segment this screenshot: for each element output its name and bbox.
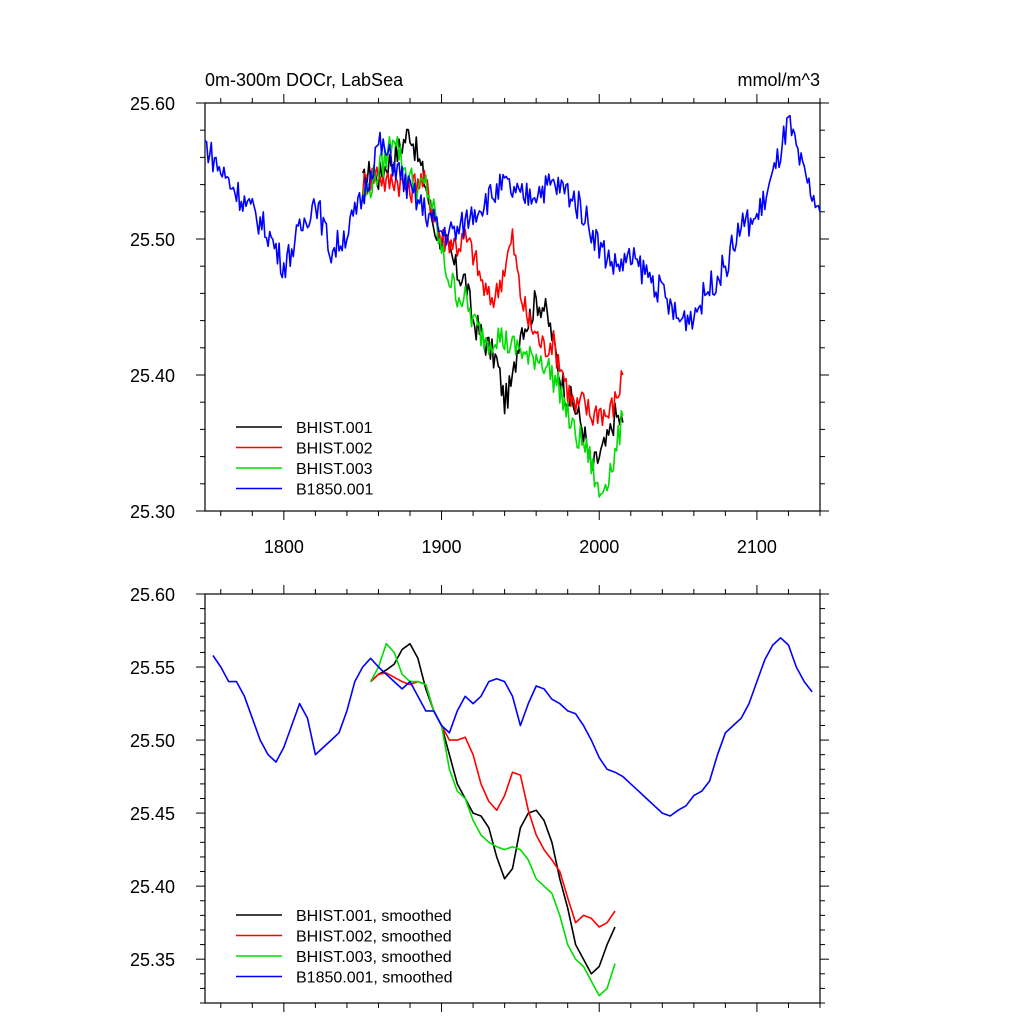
series-line-b1850-001-smoothed: [212, 637, 813, 817]
chart-title: 0m-300m DOCr, LabSea: [205, 70, 404, 90]
series-line-bhist-002: [361, 166, 624, 427]
legend-label: BHIST.001: [296, 420, 373, 437]
legend-label: BHIST.002, smoothed: [296, 929, 452, 946]
series-line-bhist-003: [361, 135, 624, 498]
series-line-bhist-003-smoothed: [369, 642, 616, 997]
series-line-bhist-001: [361, 128, 624, 471]
legend-label: BHIST.003: [296, 461, 373, 478]
y-tick-label: 25.50: [130, 230, 175, 250]
y-tick-label: 25.40: [130, 877, 175, 897]
chart-units: mmol/m^3: [738, 70, 820, 90]
x-tick-label: 2100: [737, 537, 777, 557]
x-tick-label: 2000: [579, 537, 619, 557]
y-tick-label: 25.60: [130, 585, 175, 605]
legend-label: B1850.001, smoothed: [296, 970, 453, 987]
legend-label: B1850.001: [296, 482, 374, 499]
x-tick-label: 1800: [264, 537, 304, 557]
series-line-b1850-001: [204, 114, 821, 332]
plot-frame: [204, 102, 821, 512]
bottom-panel: 25.35 25.40 25.45 25.50 25.55 25.60 BHIST.001,…: [130, 585, 829, 1012]
y-tick-label: 25.40: [130, 366, 175, 386]
top-panel: 1800 1900 2000 2100 25.30 25.40 25.50 25.60 BHIS…: [130, 94, 829, 557]
series-line-bhist-001-smoothed: [370, 642, 616, 975]
y-tick-label: 25.55: [130, 658, 175, 678]
legend-label: BHIST.003, smoothed: [296, 949, 452, 966]
series-line-bhist-002-smoothed: [370, 672, 616, 928]
legend-label: BHIST.002: [296, 441, 373, 458]
y-tick-label: 25.30: [130, 502, 175, 522]
y-tick-label: 25.45: [130, 804, 175, 824]
y-tick-label: 25.35: [130, 950, 175, 970]
x-tick-label: 1900: [422, 537, 462, 557]
y-tick-label: 25.60: [130, 94, 175, 114]
y-tick-label: 25.50: [130, 731, 175, 751]
legend-label: BHIST.001, smoothed: [296, 908, 452, 925]
